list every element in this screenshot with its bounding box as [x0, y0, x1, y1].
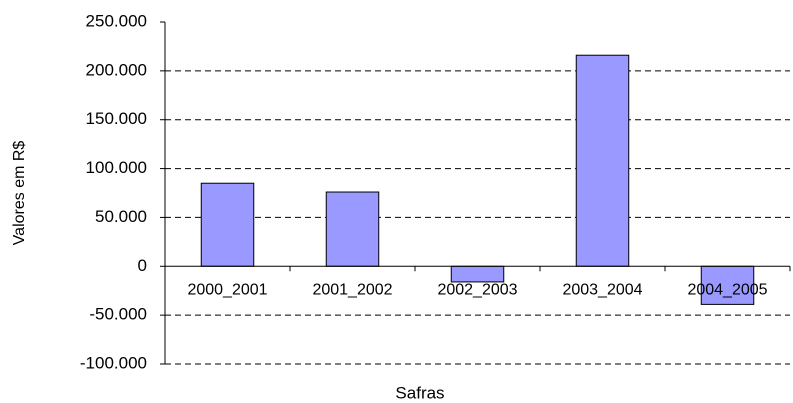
- y-tick-label: -50.000: [89, 305, 147, 324]
- x-tick-label: 2000_2001: [187, 282, 267, 299]
- y-tick-label: 0: [138, 256, 147, 275]
- y-tick-label: 250.000: [86, 11, 147, 30]
- x-tick-label: 2002_2003: [437, 282, 517, 299]
- bar: [575, 54, 630, 267]
- y-tick-label: 150.000: [86, 109, 147, 128]
- y-axis-title: Valores em R$: [11, 141, 28, 246]
- y-tick-label: 200.000: [86, 60, 147, 79]
- y-tick-label: 100.000: [86, 158, 147, 177]
- y-tick-label: 50.000: [95, 207, 147, 226]
- y-tick-label: -100.000: [80, 353, 147, 372]
- bar: [450, 265, 505, 283]
- x-tick-label: 2001_2002: [312, 282, 392, 299]
- bar: [200, 182, 255, 267]
- bar: [700, 265, 755, 305]
- x-tick-label: 2004_2005: [687, 282, 767, 299]
- bar: [325, 191, 380, 267]
- x-tick-label: 2003_2004: [562, 282, 642, 299]
- x-axis-title: Safras: [395, 383, 444, 402]
